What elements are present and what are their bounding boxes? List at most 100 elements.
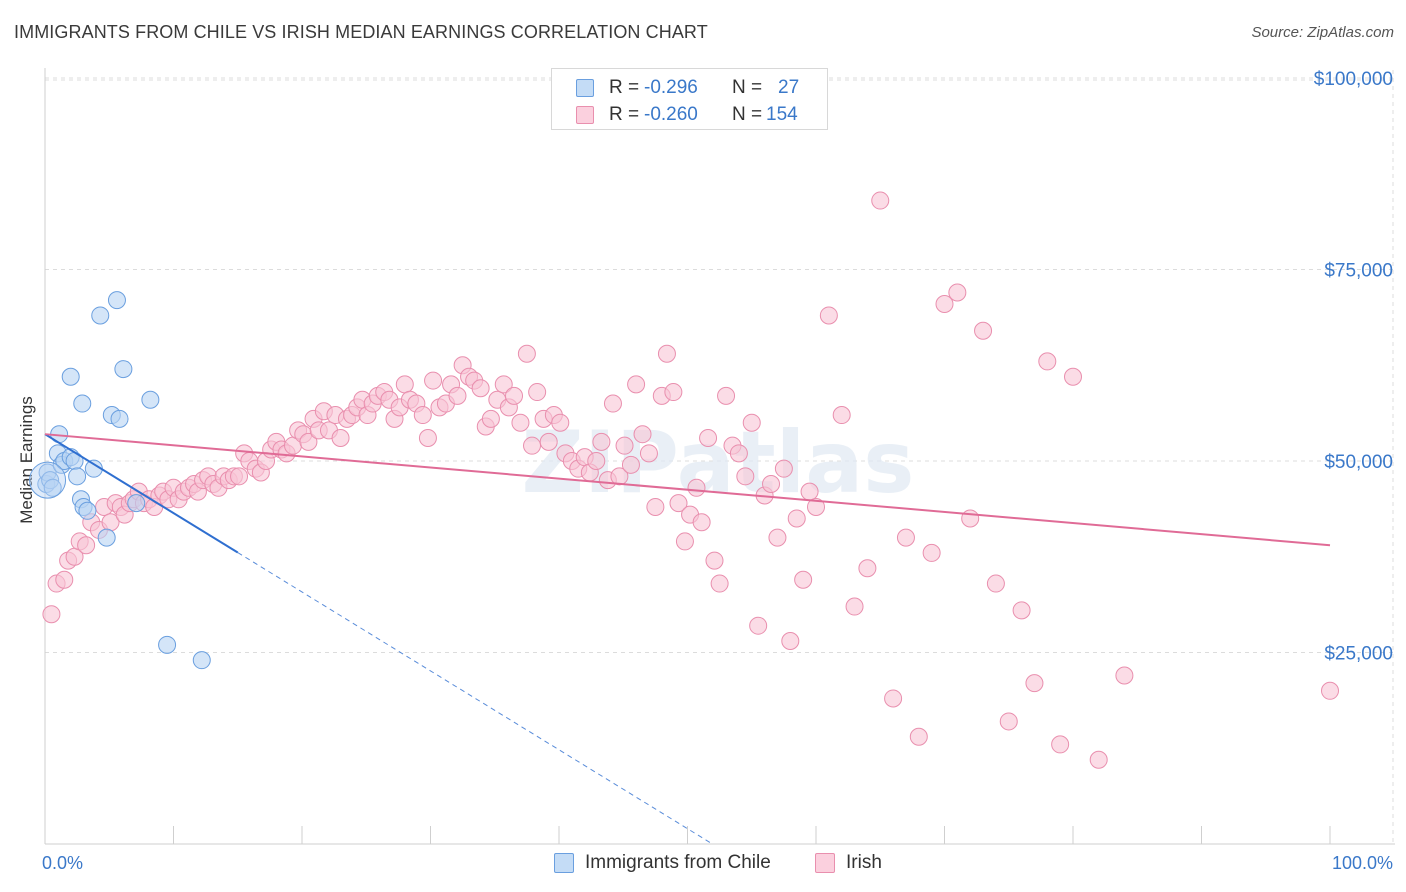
chile-legend-swatch xyxy=(554,853,574,873)
chile-point xyxy=(43,478,62,497)
irish-point xyxy=(948,283,967,302)
irish-point xyxy=(692,513,711,532)
source-label: Source: ZipAtlas.com xyxy=(1251,24,1394,41)
chile-point xyxy=(110,409,129,428)
irish-point xyxy=(511,413,530,432)
irish-point xyxy=(858,559,877,578)
chile-trend-line xyxy=(44,433,239,554)
irish-point xyxy=(55,570,74,589)
irish-point xyxy=(781,632,800,651)
chile-legend-label: Immigrants from Chile xyxy=(585,852,771,873)
n-label: N = xyxy=(732,104,763,125)
irish-point xyxy=(664,383,683,402)
chart-title: IMMIGRANTS FROM CHILE VS IRISH MEDIAN EA… xyxy=(14,22,708,42)
irish-point xyxy=(999,712,1018,731)
irish-legend-label: Irish xyxy=(846,852,882,873)
irish-point xyxy=(729,444,748,463)
chile-point xyxy=(97,528,116,547)
irish-point xyxy=(523,436,542,455)
irish-point xyxy=(742,413,761,432)
irish-point xyxy=(1115,666,1134,685)
irish-point xyxy=(505,386,524,405)
irish-point xyxy=(819,306,838,325)
irish-point xyxy=(762,474,781,493)
irish-point xyxy=(845,597,864,616)
irish-point xyxy=(639,444,658,463)
irish-point xyxy=(603,394,622,413)
irish-point xyxy=(528,383,547,402)
irish-point xyxy=(646,497,665,516)
irish-point xyxy=(699,429,718,448)
r-value: -0.260 xyxy=(644,104,698,125)
irish-point xyxy=(807,497,825,516)
n-value: 154 xyxy=(766,104,798,125)
irish-point xyxy=(592,432,611,451)
irish-point xyxy=(669,494,688,513)
irish-point xyxy=(935,294,954,313)
chile-point xyxy=(158,635,177,654)
chile-trend-extension xyxy=(237,552,714,845)
irish-point xyxy=(871,191,890,210)
chile-swatch xyxy=(576,79,594,97)
irish-point xyxy=(1012,601,1031,620)
chile-cluster-point xyxy=(29,461,67,499)
irish-point xyxy=(884,689,903,708)
irish-point xyxy=(657,344,676,363)
irish-point xyxy=(1051,735,1070,754)
x-tick-label-start: 0.0% xyxy=(42,853,83,873)
irish-point xyxy=(418,429,437,448)
irish-point xyxy=(1089,750,1108,769)
chile-point xyxy=(68,467,87,486)
irish-point xyxy=(787,509,806,528)
irish-point xyxy=(448,386,467,405)
chile-point xyxy=(127,494,146,513)
chile-point xyxy=(61,367,80,386)
irish-point xyxy=(1038,352,1057,371)
chile-point xyxy=(78,501,97,520)
irish-point xyxy=(517,344,536,363)
irish-point xyxy=(896,528,915,547)
irish-point xyxy=(587,452,606,470)
n-value: 27 xyxy=(778,77,800,98)
irish-point xyxy=(774,459,793,478)
irish-legend-swatch xyxy=(815,853,835,873)
irish-point xyxy=(675,532,694,551)
irish-point xyxy=(633,425,652,444)
chile-point xyxy=(114,360,133,379)
irish-point xyxy=(705,551,724,570)
irish-point xyxy=(800,482,819,501)
irish-point xyxy=(986,574,1005,593)
irish-point xyxy=(687,478,706,497)
y-tick-label: $25,000 xyxy=(1324,644,1393,665)
irish-point xyxy=(299,432,318,451)
axes xyxy=(44,68,1395,845)
irish-point xyxy=(621,455,640,474)
irish-point xyxy=(717,386,736,405)
tick-labels: $25,000 $50,000 $75,000 $100,000 0.0% 100.0% xyxy=(42,69,1393,873)
irish-point xyxy=(736,467,755,486)
irish-point xyxy=(832,406,851,425)
chile-point xyxy=(73,394,92,413)
r-value: -0.296 xyxy=(644,77,698,98)
irish-point xyxy=(77,536,96,555)
x-tick-label-end: 100.0% xyxy=(1332,853,1393,873)
r-label: R = xyxy=(609,104,640,125)
irish-point xyxy=(1321,681,1339,700)
irish-point xyxy=(413,406,432,425)
irish-point xyxy=(395,375,414,394)
irish-point xyxy=(922,543,941,562)
irish-point xyxy=(974,321,993,340)
irish-point xyxy=(710,574,729,593)
irish-point xyxy=(494,375,513,394)
irish-point xyxy=(539,432,558,451)
stats-box: R = -0.296 N = 27 R = -0.260 N = 154 xyxy=(551,68,828,130)
chile-points xyxy=(29,291,211,670)
irish-point xyxy=(1064,367,1082,386)
irish-point xyxy=(471,379,490,398)
irish-point xyxy=(749,616,768,635)
irish-point xyxy=(615,436,634,455)
y-tick-label: $50,000 xyxy=(1324,452,1393,473)
irish-points xyxy=(42,191,1339,769)
irish-point xyxy=(768,528,787,547)
